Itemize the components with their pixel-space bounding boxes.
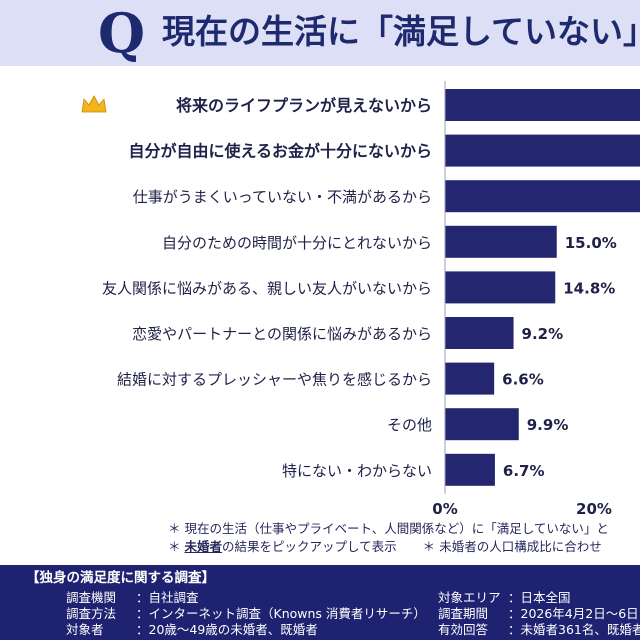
asterisk-icon: ＊ bbox=[168, 521, 181, 536]
category-label: 仕事がうまくいっていない・不満があるから bbox=[133, 188, 432, 206]
page-title: 現在の生活に「満足していない」と回 bbox=[162, 12, 640, 51]
footer-row: 調査方法 ：インターネット調査（Knowns 消費者リサーチ） bbox=[66, 606, 426, 621]
survey-footer: 【独身の満足度に関する調査】 調査機関 ：自社調査 調査方法 ：インターネット調査（… bbox=[0, 565, 640, 640]
value-label: 14.8% bbox=[563, 279, 615, 297]
note-text-1: 現在の生活（仕事やプライベート、人間関係など）に「満足していない」と bbox=[184, 521, 609, 536]
footer-row: 調査期間 ：2026年4月2日〜6日 bbox=[438, 606, 639, 621]
asterisk-icon: ＊ bbox=[422, 539, 436, 554]
footer-row: 対象者 ：20歳〜49歳の未婚者、既婚者 bbox=[66, 622, 318, 637]
bar bbox=[445, 180, 640, 213]
bar bbox=[445, 225, 557, 258]
bar bbox=[445, 362, 495, 395]
footer-row: 有効回答 ：未婚者361名、既婚者 bbox=[438, 622, 640, 637]
category-label: 特にない・わからない bbox=[282, 462, 432, 480]
bar bbox=[445, 271, 556, 304]
x-tick-label: 20% bbox=[576, 500, 612, 518]
value-label: 6.6% bbox=[502, 371, 544, 389]
value-label: 15.0% bbox=[565, 234, 617, 252]
value-label: 9.9% bbox=[527, 416, 569, 434]
q-mark-icon: Q bbox=[98, 1, 146, 65]
bar bbox=[445, 134, 640, 167]
note-text-3: 未婚者の人口構成比に合わせ bbox=[439, 539, 602, 554]
category-label: 自分が自由に使えるお金が十分にないから bbox=[128, 142, 432, 161]
note-text-2: の結果をピックアップして表示 bbox=[222, 539, 397, 554]
note-keyword: 未婚者 bbox=[184, 539, 223, 554]
value-label: 6.7% bbox=[503, 462, 545, 480]
bar bbox=[445, 317, 514, 349]
note-line-2: ＊未婚者の結果をピックアップして表示＊未婚者の人口構成比に合わせ bbox=[168, 538, 609, 556]
category-label: その他 bbox=[387, 416, 432, 434]
x-tick-label: 0% bbox=[432, 500, 457, 518]
footer-row: 対象エリア ：日本全国 bbox=[438, 590, 571, 605]
bar bbox=[445, 453, 495, 486]
chart-notes: ＊現在の生活（仕事やプライベート、人間関係など）に「満足していない」と ＊未婚者… bbox=[168, 520, 609, 556]
value-label: 9.2% bbox=[522, 325, 564, 343]
footer-row: 調査機関 ：自社調査 bbox=[66, 590, 199, 605]
bar bbox=[445, 408, 519, 441]
footer-heading: 【独身の満足度に関する調査】 bbox=[26, 570, 215, 586]
bar-chart: 将来のライフプランが見えないから自分が自由に使えるお金が十分にないから仕事がうま… bbox=[81, 81, 640, 518]
bar bbox=[445, 89, 640, 121]
note-line-1: ＊現在の生活（仕事やプライベート、人間関係など）に「満足していない」と bbox=[168, 520, 609, 538]
asterisk-icon: ＊ bbox=[168, 539, 181, 554]
category-label: 自分のための時間が十分にとれないから bbox=[162, 234, 432, 252]
category-label: 将来のライフプランが見えないから bbox=[176, 96, 432, 115]
category-label: 結婚に対するプレッシャーや焦りを感じるから bbox=[117, 371, 432, 389]
category-label: 恋愛やパートナーとの関係に悩みがあるから bbox=[132, 325, 432, 343]
crown-icon bbox=[81, 95, 107, 113]
category-label: 友人関係に悩みがある、親しい友人がいないから bbox=[102, 279, 432, 297]
title-band: Q 現在の生活に「満足していない」と回 bbox=[0, 0, 640, 66]
